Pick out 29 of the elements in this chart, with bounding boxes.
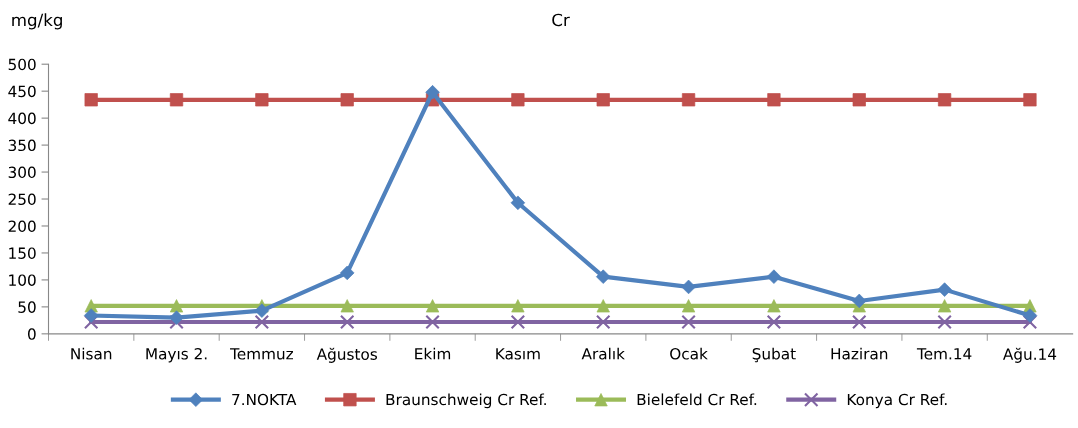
x-tick-label: Tem.14	[916, 348, 972, 360]
x-tick-label: Kasım	[496, 348, 540, 360]
legend-label: Bielefeld Cr Ref.	[637, 393, 757, 406]
x-tick-label: Ağustos	[316, 347, 378, 363]
y-tick-label: 350	[8, 139, 36, 152]
legend-label: Braunschweig Cr Ref.	[386, 393, 546, 409]
legend-label: 7.NOKTA	[232, 393, 297, 406]
x-tick-label: Temmuz	[230, 348, 294, 360]
y-tick-label: 250	[8, 193, 36, 206]
x-tick-label: Haziran	[831, 347, 888, 360]
y-tick-label: 300	[8, 166, 36, 179]
x-tick-label: Ağu.14	[1002, 347, 1057, 363]
y-tick-label: 0	[27, 328, 36, 340]
chart-title: Cr	[552, 13, 570, 27]
x-tick-label: Mayıs 2.	[146, 348, 207, 363]
y-tick-label: 150	[9, 247, 36, 259]
y-tick-label: 200	[8, 220, 36, 233]
x-tick-label: Ocak	[670, 347, 708, 360]
y-tick-label: 450	[8, 85, 36, 98]
x-tick-label: Nisan	[71, 347, 112, 360]
x-tick-label: Aralık	[581, 347, 625, 360]
x-tick-label: Şubat	[752, 347, 796, 363]
legend-label: Konya Cr Ref.	[847, 393, 947, 409]
y-axis-title: mg/kg	[12, 13, 62, 30]
y-tick-label: 400	[8, 112, 36, 125]
y-tick-label: 50	[18, 301, 36, 313]
y-tick-label: 500	[8, 58, 36, 71]
y-tick-label: 100	[9, 274, 36, 286]
x-tick-label: Ekim	[415, 347, 451, 360]
